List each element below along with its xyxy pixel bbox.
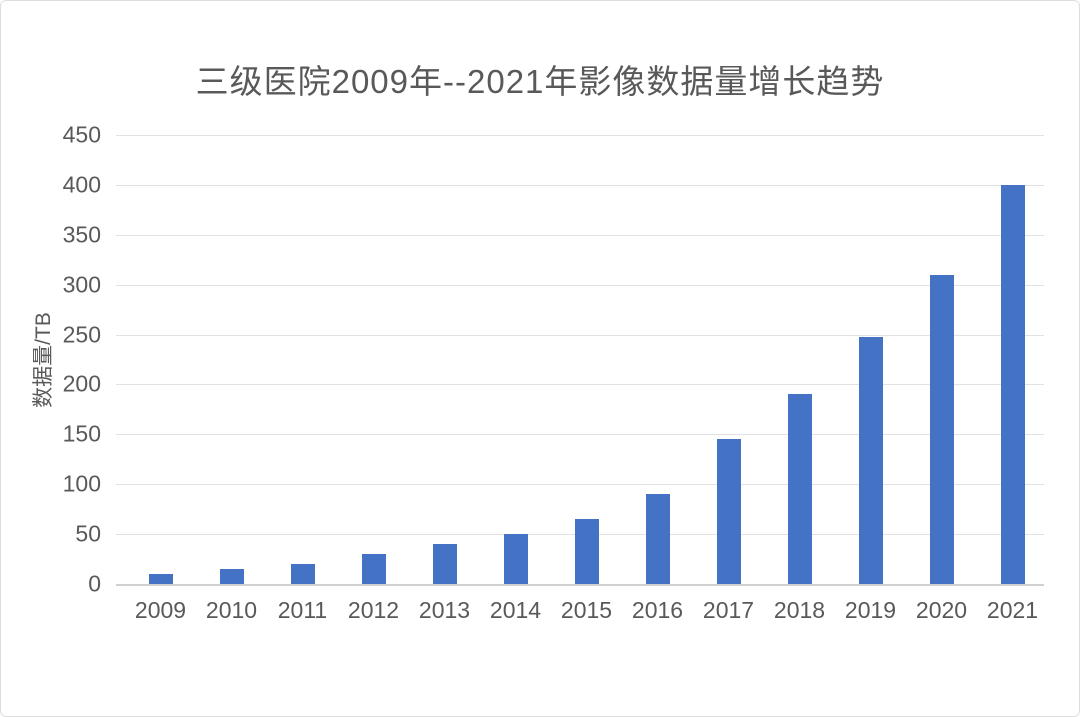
x-tick-label-2021: 2021 xyxy=(986,597,1039,623)
bar-series xyxy=(125,135,1048,584)
y-tick-label-400: 400 xyxy=(62,171,101,198)
x-tick-label-2009: 2009 xyxy=(134,597,187,623)
y-tick-label-100: 100 xyxy=(62,470,101,497)
gridline-100 xyxy=(116,484,1044,486)
x-tick-label-2015: 2015 xyxy=(560,597,613,623)
y-tick-label-50: 50 xyxy=(75,520,101,547)
bar-slot-2015 xyxy=(551,135,622,584)
bar-2011 xyxy=(290,564,315,584)
bar-2019 xyxy=(858,336,883,584)
x-tick-label-2011: 2011 xyxy=(277,597,328,623)
bar-slot-2009 xyxy=(125,135,196,584)
bar-slot-2016 xyxy=(622,135,693,584)
x-tick-label-2010: 2010 xyxy=(205,597,258,623)
bar-slot-2012 xyxy=(338,135,409,584)
bar-2013 xyxy=(432,544,457,584)
x-tick-label-2012: 2012 xyxy=(347,597,400,623)
bar-slot-2019 xyxy=(835,135,906,584)
bar-2010 xyxy=(219,569,244,584)
y-axis-tick-labels: 0 50 100 150 200 250 300 350 400 450 xyxy=(1,123,101,595)
y-tick-label-150: 150 xyxy=(62,420,101,447)
x-tick-label-2017: 2017 xyxy=(702,597,755,623)
bar-slot-2014 xyxy=(480,135,551,584)
bar-2020 xyxy=(929,274,954,584)
y-tick-label-250: 250 xyxy=(62,321,101,348)
bar-2021 xyxy=(1000,184,1025,584)
x-tick-label-2020: 2020 xyxy=(915,597,968,623)
bar-slot-2011 xyxy=(267,135,338,584)
bar-slot-2013 xyxy=(409,135,480,584)
gridline-200 xyxy=(116,384,1044,386)
x-tick-label-2014: 2014 xyxy=(489,597,542,623)
x-tick-label-2013: 2013 xyxy=(418,597,471,623)
x-tick-label-2018: 2018 xyxy=(773,597,826,623)
bar-2014 xyxy=(503,534,528,584)
bar-2015 xyxy=(574,519,599,584)
bar-2009 xyxy=(148,574,173,584)
plot-area xyxy=(116,135,1044,586)
gridline-400 xyxy=(116,184,1044,186)
gridline-350 xyxy=(116,234,1044,236)
y-tick-label-350: 350 xyxy=(62,221,101,248)
bar-slot-2017 xyxy=(693,135,764,584)
bar-slot-2021 xyxy=(977,135,1048,584)
bar-slot-2018 xyxy=(764,135,835,584)
gridline-300 xyxy=(116,284,1044,286)
gridline-450 xyxy=(116,135,1044,136)
chart-title: 三级医院2009年--2021年影像数据量增长趋势 xyxy=(195,63,885,100)
x-axis-tick-labels: 2009 2010 2011 2012 2013 2014 2015 2016 2017 2018… xyxy=(125,597,1048,623)
bar-slot-2010 xyxy=(196,135,267,584)
gridline-250 xyxy=(116,334,1044,336)
gridline-150 xyxy=(116,434,1044,436)
bar-slot-2020 xyxy=(906,135,977,584)
x-tick-label-2016: 2016 xyxy=(631,597,684,623)
y-tick-label-0: 0 xyxy=(88,570,101,597)
x-tick-label-2019: 2019 xyxy=(844,597,897,623)
bar-2012 xyxy=(361,554,386,584)
bar-2016 xyxy=(645,494,670,584)
bar-2018 xyxy=(787,394,812,584)
y-tick-label-450: 450 xyxy=(62,121,101,148)
bar-2017 xyxy=(716,439,741,584)
y-tick-label-200: 200 xyxy=(62,370,101,397)
y-tick-label-300: 300 xyxy=(62,271,101,298)
